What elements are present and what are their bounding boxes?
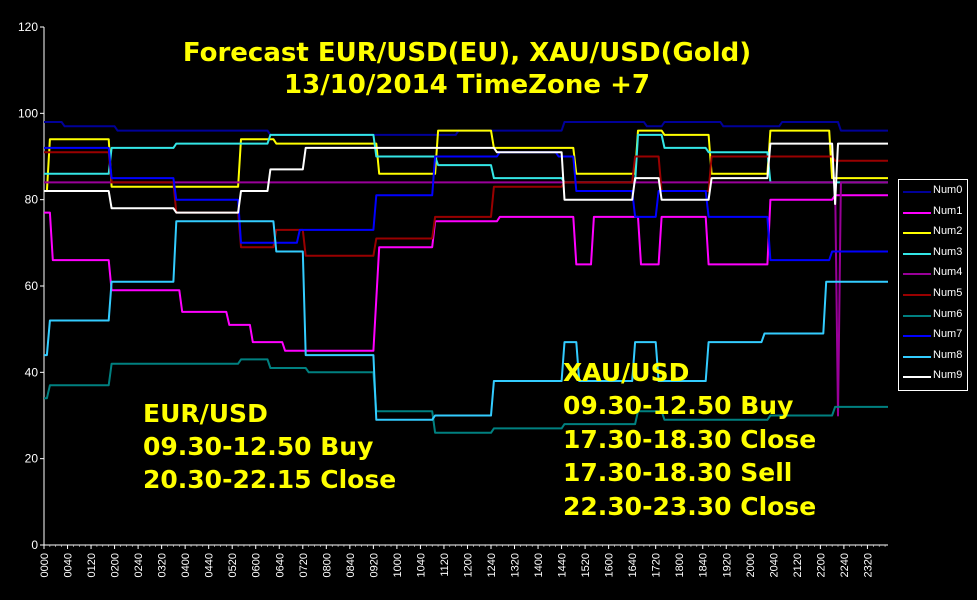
legend-label: Num5	[933, 287, 963, 299]
x-tick-label-1000: 1000	[392, 553, 404, 577]
legend-label: Num4	[933, 266, 963, 279]
x-tick-label-1800: 1800	[674, 553, 686, 577]
legend-label: Num6	[933, 307, 963, 320]
series-line-num6	[44, 358, 888, 434]
x-tick-label-1440: 1440	[557, 553, 569, 577]
x-tick-label-2040: 2040	[768, 553, 780, 577]
legend-item-num8: Num8	[903, 347, 967, 367]
x-tick-label-0120: 0120	[86, 553, 98, 577]
series-line-num0	[44, 121, 888, 136]
legend-label: Num1	[933, 204, 963, 217]
legend-item-num1: Num1	[903, 203, 967, 223]
series-line-num8	[44, 220, 888, 421]
legend-swatch	[903, 273, 931, 276]
xau-annotation-title: XAU/USD	[563, 358, 690, 387]
x-tick-label-1240: 1240	[486, 553, 498, 577]
eur-annotation-close: 20.30-22.15 Close	[143, 465, 397, 494]
x-tick-label-1520: 1520	[580, 553, 592, 577]
legend-label: Num2	[933, 225, 963, 238]
x-tick-label-1840: 1840	[698, 553, 710, 577]
xau-annotation-close-1: 17.30-18.30 Close	[563, 425, 817, 454]
series-line-num5	[44, 151, 888, 257]
legend-swatch	[903, 252, 931, 255]
legend-item-num5: Num5	[903, 285, 967, 305]
y-tick-label-120: 120	[18, 20, 38, 34]
series-line-num9	[44, 142, 888, 214]
x-tick-label-1040: 1040	[415, 553, 427, 577]
x-tick-label-0600: 0600	[251, 553, 263, 577]
legend-label: Num8	[933, 348, 963, 361]
xau-annotation-close-2: 22.30-23.30 Close	[563, 492, 817, 521]
legend-swatch	[903, 294, 931, 296]
legend-swatch	[903, 376, 931, 379]
legend-label: Num0	[933, 184, 963, 196]
x-tick-label-1920: 1920	[721, 553, 733, 577]
x-tick-label-0200: 0200	[110, 553, 122, 577]
legend-swatch	[903, 355, 931, 358]
legend-swatch	[903, 191, 931, 193]
x-tick-label-1400: 1400	[533, 553, 545, 577]
x-tick-label-2000: 2000	[745, 553, 757, 577]
series-line-num1	[44, 194, 888, 352]
x-tick-label-1320: 1320	[510, 553, 522, 577]
legend-item-num2: Num2	[903, 223, 967, 243]
eur-annotation-title: EUR/USD	[143, 399, 268, 428]
xau-annotation-buy: 09.30-12.50 Buy	[563, 391, 794, 420]
x-tick-label-2240: 2240	[839, 553, 851, 577]
x-tick-label-0520: 0520	[227, 553, 239, 577]
chart-title-line-2: 13/10/2014 TimeZone +7	[284, 70, 650, 100]
legend-item-num0: Num0	[903, 182, 967, 202]
x-tick-label-1720: 1720	[651, 553, 663, 577]
x-tick-label-0240: 0240	[133, 553, 145, 577]
x-tick-label-0720: 0720	[298, 553, 310, 577]
x-tick-label-2120: 2120	[792, 553, 804, 577]
y-tick-label-20: 20	[25, 452, 39, 466]
x-tick-label-1200: 1200	[462, 553, 474, 577]
y-tick-label-60: 60	[25, 279, 39, 293]
x-tick-label-0640: 0640	[274, 553, 286, 577]
eur-annotation-buy: 09.30-12.50 Buy	[143, 432, 374, 461]
x-tick-label-0920: 0920	[368, 553, 380, 577]
x-tick-label-1600: 1600	[604, 553, 616, 577]
x-tick-label-1640: 1640	[627, 553, 639, 577]
legend-label: Num9	[933, 369, 963, 382]
legend-swatch	[903, 335, 931, 338]
y-tick-label-80: 80	[25, 193, 39, 207]
chart-title-line-1: Forecast EUR/USD(EU), XAU/USD(Gold)	[182, 38, 752, 68]
x-tick-label-0040: 0040	[63, 553, 75, 577]
legend-item-num7: Num7	[903, 326, 967, 346]
legend-item-num9: Num9	[903, 367, 967, 387]
x-tick-label-0800: 0800	[321, 553, 333, 577]
legend-item-num6: Num6	[903, 306, 967, 326]
x-tick-label-0320: 0320	[157, 553, 169, 577]
x-tick-label-1120: 1120	[439, 553, 451, 577]
legend-item-num3: Num3	[903, 244, 967, 264]
legend-item-num4: Num4	[903, 264, 967, 284]
xau-annotation-sell: 17.30-18.30 Sell	[563, 458, 793, 487]
y-tick-label-0: 0	[31, 538, 38, 552]
y-tick-label-100: 100	[18, 106, 38, 120]
x-tick-label-0400: 0400	[180, 553, 192, 577]
legend-label: Num3	[933, 245, 963, 258]
legend-swatch	[903, 232, 931, 235]
legend-swatch	[903, 314, 931, 317]
x-tick-label-0840: 0840	[345, 553, 357, 577]
series-line-num3	[44, 133, 888, 184]
x-tick-label-0000: 0000	[39, 553, 51, 577]
legend-label: Num7	[933, 328, 963, 341]
x-tick-label-2320: 2320	[862, 553, 874, 577]
chart-legend: Num0 Num1 Num2 Num3 Num4 Num5 Num6 Num7 Num8 Num9	[898, 179, 968, 391]
legend-swatch	[903, 211, 931, 214]
y-tick-label-40: 40	[25, 365, 39, 379]
x-tick-label-0440: 0440	[204, 553, 216, 577]
x-tick-label-2200: 2200	[815, 553, 827, 577]
